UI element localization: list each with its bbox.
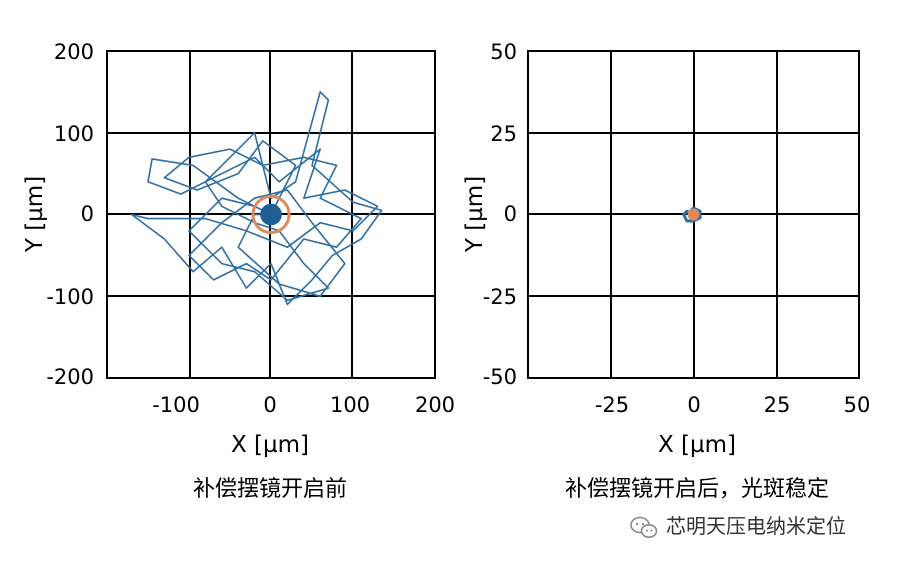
spot-circle	[687, 208, 700, 221]
x-tick-label: 50	[844, 393, 871, 417]
y-tick-label: 50	[490, 40, 517, 64]
plot-before-compensation: 200 100 0 -100 -200 -100 0 100 200 X [µm…	[22, 40, 455, 502]
y-tick-label: -200	[46, 365, 94, 389]
y-tick-label: 0	[81, 202, 94, 226]
x-tick-label: 200	[415, 393, 455, 417]
wechat-icon	[630, 516, 658, 538]
plot-caption: 补偿摆镜开启前	[193, 477, 347, 502]
trajectory-trace	[130, 91, 383, 306]
y-tick-label: -100	[46, 285, 94, 309]
dense-core	[260, 203, 282, 226]
x-tick-label: 100	[330, 393, 370, 417]
y-axis-label: Y [µm]	[462, 176, 488, 253]
watermark-text: 芯明天压电纳米定位	[666, 514, 846, 538]
y-axis-label: Y [µm]	[22, 176, 48, 253]
y-tick-label: 25	[490, 122, 517, 146]
x-tick-label: 0	[263, 393, 276, 417]
x-tick-label: 25	[764, 393, 791, 417]
beam-spot-marker	[251, 194, 291, 235]
x-tick-label: -100	[152, 393, 200, 417]
y-tick-label: 100	[54, 122, 94, 146]
x-tick-label: -25	[595, 393, 629, 417]
plot-caption: 补偿摆镜开启后，光斑稳定	[565, 477, 829, 502]
spot-circle	[251, 194, 291, 235]
watermark: 芯明天压电纳米定位	[630, 514, 846, 538]
x-axis-label: X [µm]	[231, 432, 309, 458]
x-tick-label: 0	[687, 393, 700, 417]
trace-path	[163, 140, 362, 298]
y-tick-label: 0	[504, 202, 517, 226]
y-tick-label: 200	[54, 40, 94, 64]
x-axis-label: X [µm]	[658, 432, 736, 458]
beam-spot-marker	[687, 208, 700, 221]
y-tick-label: -50	[483, 365, 517, 389]
plot-after-compensation: 50 25 0 -25 -50 -25 0 25 50 X [µm] Y [µm…	[462, 40, 870, 502]
y-tick-label: -25	[483, 285, 517, 309]
